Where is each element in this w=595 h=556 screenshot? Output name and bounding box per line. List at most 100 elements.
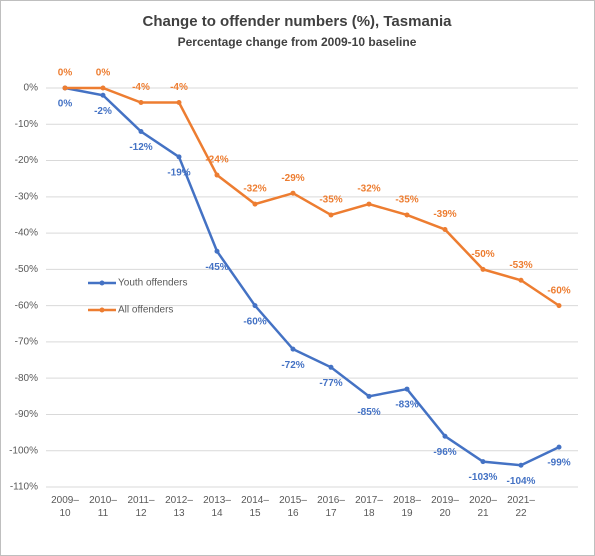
- data-label: -35%: [319, 195, 342, 206]
- y-tick-label: -110%: [10, 482, 38, 493]
- x-tick-label: 2016– 17: [317, 495, 345, 519]
- data-point: [252, 303, 258, 309]
- series-line: [64, 86, 560, 467]
- data-label: -39%: [433, 209, 456, 220]
- data-point: [556, 303, 562, 309]
- data-point: [404, 212, 410, 218]
- x-tick-label-line: 2010–: [89, 495, 117, 506]
- x-tick-label-line: 2016–: [317, 495, 345, 506]
- x-tick-label-line: 2021–: [507, 495, 535, 506]
- legend-marker: [99, 280, 105, 286]
- data-label: -45%: [205, 262, 228, 273]
- x-tick-label-line: 2019–: [431, 495, 459, 506]
- data-label: -32%: [357, 184, 380, 195]
- data-point: [290, 346, 296, 352]
- data-label: 0%: [96, 68, 111, 79]
- data-label: -103%: [469, 472, 498, 483]
- x-tick-label: 2012– 13: [165, 495, 193, 519]
- legend-label: All offenders: [118, 305, 173, 316]
- data-label: -50%: [471, 249, 494, 260]
- data-label: -96%: [433, 447, 456, 458]
- data-point: [480, 266, 486, 272]
- data-point: [404, 386, 410, 392]
- data-label: 0%: [58, 99, 73, 110]
- x-tick-label: 2014– 15: [241, 495, 269, 519]
- x-tick-label: 2010– 11: [89, 495, 117, 519]
- y-tick-label: -70%: [15, 337, 38, 348]
- data-point: [290, 190, 296, 196]
- data-point: [328, 364, 334, 370]
- chart-title: Change to offender numbers (%), Tasmania: [143, 13, 453, 30]
- data-point: [556, 444, 562, 450]
- data-label: -4%: [132, 82, 150, 93]
- y-tick-label: -100%: [9, 445, 38, 456]
- data-point: [518, 277, 524, 283]
- x-tick-label-line: 10: [59, 508, 71, 519]
- data-point: [138, 129, 144, 135]
- series-line: [65, 86, 560, 307]
- data-point: [480, 459, 486, 465]
- data-point: [176, 100, 182, 106]
- data-label: -12%: [129, 142, 152, 153]
- x-tick-label-line: 14: [211, 508, 223, 519]
- data-label: -2%: [94, 106, 112, 117]
- data-point: [62, 85, 68, 91]
- y-tick-label: -80%: [15, 373, 38, 384]
- x-tick-label-line: 13: [173, 508, 185, 519]
- data-label: -85%: [357, 407, 380, 418]
- data-label: -19%: [167, 168, 190, 179]
- x-tick-label-line: 2013–: [203, 495, 231, 506]
- x-tick-label-line: 2018–: [393, 495, 421, 506]
- data-point: [214, 172, 220, 178]
- y-tick-label: -30%: [15, 191, 38, 202]
- y-tick-label: -20%: [15, 155, 38, 166]
- data-label: -72%: [281, 360, 304, 371]
- x-tick-label: 2009– 10: [51, 495, 79, 519]
- x-tick-label: 2019– 20: [431, 495, 459, 519]
- x-tick-label: 2021– 22: [507, 495, 535, 519]
- x-tick-label: 2017– 18: [355, 495, 383, 519]
- x-tick-label-line: 22: [515, 508, 527, 519]
- x-tick-label-line: 2017–: [355, 495, 383, 506]
- legend-label: Youth offenders: [118, 278, 188, 289]
- data-point: [138, 100, 144, 106]
- x-tick-label: 2013– 14: [203, 495, 231, 519]
- x-tick-label-line: 15: [249, 508, 261, 519]
- x-tick-label-line: 12: [135, 508, 147, 519]
- data-label: -83%: [395, 400, 418, 411]
- x-tick-label-line: 2011–: [127, 495, 155, 506]
- data-point: [366, 201, 372, 207]
- data-point: [328, 212, 334, 218]
- x-tick-label-line: 2012–: [165, 495, 193, 506]
- data-point: [442, 226, 448, 232]
- data-point: [366, 393, 372, 399]
- data-point: [442, 433, 448, 439]
- x-tick-label-line: 2020–: [469, 495, 497, 506]
- x-tick-label-line: 17: [325, 508, 337, 519]
- x-tick-label-line: 19: [401, 508, 413, 519]
- data-point: [214, 248, 220, 254]
- x-tick-label: 2011– 12: [127, 495, 155, 519]
- x-tick-label-line: 16: [287, 508, 299, 519]
- y-tick-label: 0%: [24, 83, 39, 94]
- x-tick-label-line: 20: [439, 508, 451, 519]
- x-tick-label-line: 18: [363, 508, 375, 519]
- data-point: [100, 92, 106, 98]
- data-label: -29%: [281, 173, 304, 184]
- data-label: -77%: [319, 378, 342, 389]
- x-tick-label: 2018– 19: [393, 495, 421, 519]
- x-tick-label-line: 2009–: [51, 495, 79, 506]
- data-label: -99%: [547, 458, 570, 469]
- y-tick-label: -10%: [15, 119, 38, 130]
- x-tick-label-line: 11: [98, 508, 109, 519]
- data-label: -32%: [243, 184, 266, 195]
- legend-marker: [99, 307, 105, 313]
- data-label: 0%: [58, 68, 73, 79]
- data-label: -104%: [507, 476, 536, 487]
- x-tick-label-line: 21: [477, 508, 489, 519]
- y-tick-label: -60%: [15, 300, 38, 311]
- data-label: -53%: [509, 260, 532, 271]
- y-tick-label: -40%: [15, 228, 38, 239]
